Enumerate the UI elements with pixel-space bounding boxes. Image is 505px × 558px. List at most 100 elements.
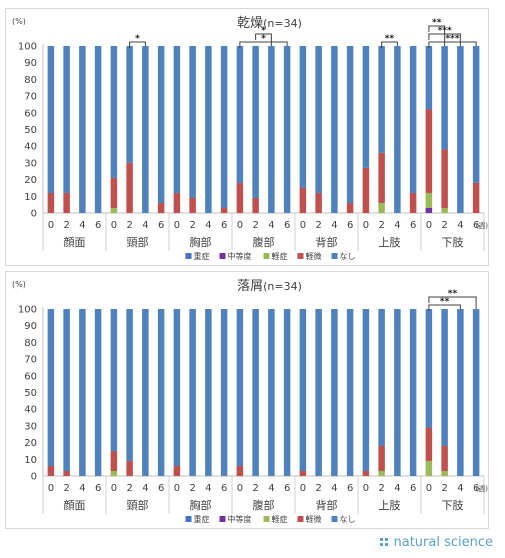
x-tick-label: 2 — [252, 483, 258, 494]
bar-segment-none — [457, 309, 464, 476]
x-tick-label: 2 — [63, 483, 69, 494]
x-tick-label: 6 — [347, 483, 353, 494]
x-tick-label: 2 — [252, 220, 258, 231]
bar-segment-none — [315, 46, 322, 193]
x-tick-label: 4 — [331, 220, 337, 231]
x-tick-label: 6 — [284, 220, 290, 231]
bar-segment-none — [472, 46, 480, 183]
y-tick-label: 0 — [31, 209, 37, 220]
y-tick-label: 20 — [24, 175, 37, 186]
bar-segment-none — [331, 309, 338, 476]
x-tick-label: 4 — [205, 483, 211, 494]
x-tick-label: 2 — [126, 220, 132, 231]
x-tick-label: 2 — [126, 483, 132, 494]
chart-panel-dryness: 乾燥(n=34) (%) 0 10 20 30 40 50 60 70 80 90 100 0 2 4 6 顔面 0… — [5, 8, 489, 266]
bar-segment-none — [331, 46, 338, 213]
bar-segment-slight — [472, 182, 480, 213]
significance-bracket — [428, 296, 477, 309]
bar-segment-slight — [378, 445, 385, 471]
x-tick-label: 6 — [410, 220, 416, 231]
x-tick-label: 0 — [300, 220, 306, 231]
x-tick-label: 4 — [142, 483, 148, 494]
y-tick-label: 50 — [24, 125, 37, 136]
group-label: 頸部 — [127, 235, 149, 249]
bar-segment-none — [252, 46, 259, 198]
x-tick-label: 0 — [363, 220, 369, 231]
bar-segment-none — [409, 309, 417, 476]
legend-swatch-moderate — [219, 253, 226, 259]
bar-segment-mild — [425, 192, 433, 208]
brand-text: natural science — [393, 535, 493, 550]
bar-segment-none — [94, 309, 102, 476]
bar-segment-none — [173, 46, 181, 193]
chart-panel-scaling: 落屑(n=34) (%) 0 10 20 30 40 50 60 70 80 90 100 0 2 4 6 顔面 0… — [5, 271, 489, 529]
bar-segment-slight — [441, 445, 448, 471]
bar-segment-none — [157, 309, 165, 476]
group-label: 頸部 — [127, 498, 149, 512]
bar-segment-slight — [425, 109, 433, 193]
x-tick-label: 2 — [441, 220, 447, 231]
bar-segment-none — [79, 46, 86, 213]
bar-segment-mild — [378, 470, 385, 476]
y-axis-unit: (%) — [12, 17, 26, 26]
x-tick-label: 4 — [79, 483, 85, 494]
x-tick-label: 0 — [174, 483, 180, 494]
chart-title-main: 落屑 — [237, 279, 263, 294]
y-tick-label: 60 — [24, 371, 37, 382]
bar-segment-slight — [236, 465, 244, 476]
x-tick-label: 6 — [410, 483, 416, 494]
y-tick-label: 90 — [24, 58, 37, 69]
bar-segment-slight — [425, 427, 433, 461]
brand-logo: natural science — [380, 535, 493, 550]
chart-title: 乾燥(n=34) — [237, 16, 302, 31]
bar-segment-none — [283, 309, 291, 476]
x-tick-label: 0 — [111, 483, 117, 494]
bar-segment-none — [189, 309, 196, 476]
group-label: 胸部 — [190, 498, 212, 512]
brand-dots-icon — [380, 538, 389, 547]
x-tick-label: 2 — [315, 220, 321, 231]
group-label: 胸部 — [190, 235, 212, 249]
y-tick-label: 20 — [24, 438, 37, 449]
bar-segment-none — [362, 46, 370, 168]
bar-segment-none — [189, 46, 196, 198]
bar-segment-none — [268, 46, 275, 213]
significance-bracket — [428, 33, 461, 46]
chart-title-n: (n=34) — [263, 17, 302, 30]
legend-swatch-mild — [263, 516, 270, 522]
legend-swatch-slight — [297, 253, 304, 259]
legend-label: 軽微 — [306, 514, 322, 524]
x-axis-unit: (週) — [476, 484, 489, 493]
x-tick-label: 6 — [158, 483, 164, 494]
legend-swatch-moderate — [219, 516, 226, 522]
x-tick-label: 4 — [394, 483, 400, 494]
significance-bracket — [428, 25, 446, 46]
group-label: 顔面 — [64, 235, 86, 249]
y-tick-label: 80 — [24, 75, 37, 86]
bar-segment-none — [252, 309, 259, 476]
bar-segment-slight — [47, 192, 55, 213]
bar-segment-none — [362, 309, 370, 471]
bar-segment-none — [236, 46, 244, 183]
x-tick-label: 2 — [378, 483, 384, 494]
bar-segment-slight — [47, 465, 55, 476]
y-axis-unit: (%) — [12, 280, 26, 289]
legend-label: 中等度 — [228, 251, 252, 261]
legend-swatch-mild — [263, 253, 270, 259]
x-tick-label: 6 — [221, 220, 227, 231]
bar-segment-none — [441, 46, 448, 150]
group-label: 上肢 — [379, 235, 401, 249]
bar-segment-none — [63, 309, 70, 471]
bar-segment-none — [409, 46, 417, 193]
bar-segment-slight — [236, 182, 244, 213]
x-tick-label: 6 — [473, 220, 479, 231]
x-tick-label: 6 — [95, 220, 101, 231]
bar-segment-none — [299, 46, 307, 188]
bar-segment-slight — [189, 197, 196, 213]
y-tick-label: 100 — [18, 305, 37, 316]
bar-segment-none — [346, 309, 354, 476]
significance-bracket — [428, 41, 477, 48]
legend-label: 軽症 — [272, 251, 288, 261]
x-tick-label: 0 — [426, 220, 432, 231]
bar-segment-mild — [441, 470, 448, 476]
